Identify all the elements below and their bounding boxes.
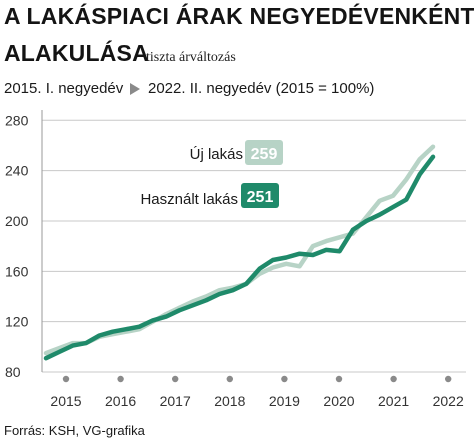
legend-new: Új lakás	[190, 146, 243, 163]
chart-title-line-2: ALAKULÁSA	[4, 40, 149, 66]
x-tick-label: 2021	[378, 393, 409, 409]
grid-layer	[42, 119, 466, 373]
x-tick-dot	[62, 375, 70, 383]
x-tick-dot	[226, 375, 233, 383]
x-tick-label: 2022	[433, 393, 464, 409]
y-tick-label: 240	[5, 163, 29, 179]
x-tick-label: 2017	[160, 393, 191, 409]
x-tick-label: 2019	[269, 393, 300, 409]
x-tick-dot	[117, 375, 124, 383]
x-tick-dot	[281, 375, 288, 383]
y-tick-label: 120	[5, 314, 29, 330]
x-tick-dot	[172, 375, 179, 383]
x-tick-dot	[390, 375, 397, 383]
period-end: 2022. II. negyedév (2015 = 100%)	[148, 80, 375, 97]
x-tick-label: 2018	[214, 393, 245, 409]
legend-used-badge	[241, 183, 279, 208]
y-tick-label: 280	[5, 112, 29, 128]
period-start: 2015. I. negyedév	[4, 80, 124, 97]
legend-new-value: 259	[251, 146, 278, 163]
axis-layer: 80 120 160 200 240 280 2015 2016 2017 2018 2019 202…	[5, 110, 464, 409]
legend-new-badge	[245, 140, 283, 165]
x-tick-label: 2016	[105, 393, 136, 409]
x-tick-dot	[445, 375, 452, 383]
x-tick-label: 2015	[50, 393, 81, 409]
y-tick-label: 200	[5, 213, 29, 229]
chart-title-line-1: A LAKÁSPIACI ÁRAK NEGYEDÉVENKÉNTI	[4, 3, 474, 29]
source-note: Forrás: KSH, VG-grafika	[4, 423, 145, 438]
y-tick-label: 160	[5, 263, 29, 279]
x-tick-dot	[335, 375, 343, 383]
series-line-used	[43, 154, 436, 361]
x-tick-label: 2020	[323, 393, 354, 409]
legend-used: Használt lakás	[140, 191, 238, 208]
legend-layer: Új lakás 259 Használt lakás 251	[140, 140, 283, 208]
series-layer	[43, 144, 436, 361]
chart-subtitle: tiszta árváltozás	[146, 50, 236, 65]
y-tick-label: 80	[5, 364, 21, 380]
period-arrow-icon	[130, 83, 140, 95]
legend-used-value: 251	[247, 189, 274, 206]
